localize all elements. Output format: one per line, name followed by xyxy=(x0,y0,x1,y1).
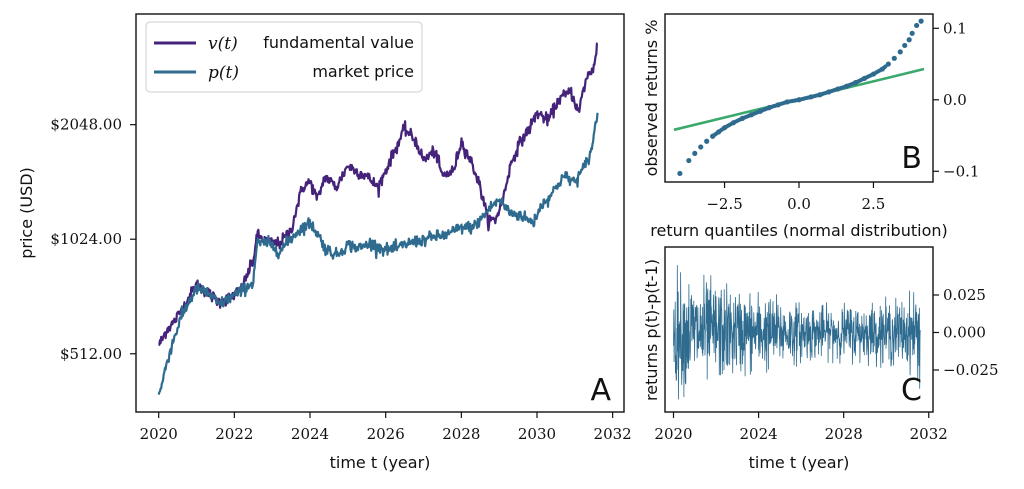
panel-c-x-tick-label: 2024 xyxy=(739,425,777,443)
panel-b-point xyxy=(906,37,912,43)
panel-b-y-tick-label: 0.1 xyxy=(943,19,967,37)
panel-a-x-label: time t (year) xyxy=(330,453,431,472)
panel-b-point xyxy=(844,83,850,89)
panel-a-series-group xyxy=(157,42,599,395)
panel-b-point xyxy=(704,138,710,144)
panel-a-x-tick-label: 2030 xyxy=(518,425,556,443)
panel-a-x-ticks: 2020 2022 2024 2026 2028 2030 2032 xyxy=(140,412,632,443)
panel-a-x-tick-label: 2020 xyxy=(140,425,178,443)
panel-b-point xyxy=(870,71,877,77)
panel-a-x-tick-label: 2028 xyxy=(442,425,480,443)
panel-a-x-tick-label: 2022 xyxy=(215,425,253,443)
panel-c-x-tick-label: 2028 xyxy=(825,425,863,443)
panel-b-point xyxy=(861,75,868,81)
panel-b-point xyxy=(710,133,716,139)
legend-math-v: v(t) xyxy=(208,34,238,54)
panel-c-x-ticks: 2020 2024 2028 2032 xyxy=(654,412,948,443)
panel-b-point xyxy=(739,115,746,121)
panel-b-point xyxy=(721,125,728,131)
panel-a-frame xyxy=(135,13,625,413)
panel-b-x-label: return quantiles (normal distribution) xyxy=(650,221,948,240)
panel-b-point xyxy=(757,108,763,114)
panel-b-x-tick-label: −2.5 xyxy=(706,195,742,213)
panel-c-x-tick-label: 2032 xyxy=(910,425,948,443)
panel-c-letter: C xyxy=(901,373,922,408)
panel-b-x-ticks: −2.5 0.0 2.5 xyxy=(706,182,885,213)
panel-c-frame xyxy=(664,246,934,413)
panel-b-point xyxy=(796,97,802,103)
panel-b-point xyxy=(909,30,915,36)
panel-b-y-tick-label: −0.1 xyxy=(943,162,979,180)
panel-b-point xyxy=(748,112,754,118)
legend: v(t) fundamental value p(t) market price xyxy=(145,21,423,93)
panel-c-returns-line xyxy=(673,265,921,400)
panel-b-point xyxy=(716,129,722,135)
panel-a-y-ticks: $512.00 $1024.00 $2048.00 xyxy=(50,116,136,363)
panel-b-point xyxy=(879,66,885,72)
panel-b-point xyxy=(784,99,790,105)
panel-c-y-ticks: −0.025 0.000 0.025 xyxy=(933,286,999,379)
panel-a-y-tick-label: $2048.00 xyxy=(50,116,122,134)
legend-label-fundamental: fundamental value xyxy=(263,33,414,52)
panel-b-letter: B xyxy=(901,141,922,176)
panel-a-y-tick-label: $1024.00 xyxy=(50,230,122,248)
panel-b-point xyxy=(808,94,814,100)
panel-c: 2020 2024 2028 2032 −0.025 0.000 0.025 time t… xyxy=(642,246,999,472)
panel-b-point xyxy=(891,55,897,61)
panel-b-point xyxy=(692,150,698,157)
panel-b-point xyxy=(677,170,683,177)
panel-b-point xyxy=(766,105,772,111)
panel-b-point xyxy=(835,86,841,92)
panel-a-y-label: price (USD) xyxy=(17,167,36,259)
panel-c-y-label: returns p(t)-p(t-1) xyxy=(642,259,661,401)
panel-b-point xyxy=(775,102,781,108)
panel-b-x-tick-label: 0.0 xyxy=(787,195,811,213)
panel-a-x-tick-label: 2032 xyxy=(594,425,632,443)
panel-b-point xyxy=(698,144,704,150)
panel-b-points-group xyxy=(677,18,924,177)
panel-b-point xyxy=(918,18,924,24)
panel-a-letter: A xyxy=(590,373,611,408)
legend-box xyxy=(145,21,423,93)
panel-b-point xyxy=(902,42,908,49)
panel-a-y-tick-label: $512.00 xyxy=(60,345,122,363)
panel-c-x-tick-label: 2020 xyxy=(654,425,692,443)
panel-c-series-group xyxy=(673,265,921,400)
panel-b: −2.5 0.0 2.5 −0.1 0.0 0.1 return quantiles (… xyxy=(642,13,979,240)
legend-label-market: market price xyxy=(312,62,414,81)
panel-b-point xyxy=(826,89,832,95)
panel-b-y-label: observed returns % xyxy=(642,20,661,177)
panel-b-y-ticks: −0.1 0.0 0.1 xyxy=(933,19,979,180)
panel-b-x-tick-label: 2.5 xyxy=(862,195,886,213)
panel-c-y-tick-label: 0.000 xyxy=(943,324,986,342)
panel-b-y-tick-label: 0.0 xyxy=(943,91,967,109)
panel-b-point xyxy=(686,157,692,164)
panel-c-y-tick-label: 0.025 xyxy=(943,286,986,304)
panel-b-point xyxy=(914,22,920,29)
panel-b-point xyxy=(817,92,823,98)
panel-b-point xyxy=(730,120,737,126)
panel-b-point xyxy=(885,61,891,67)
panel-a: 2020 2022 2024 2026 2028 2030 2032 $512.00 $102… xyxy=(17,13,632,472)
panel-a-x-tick-label: 2024 xyxy=(291,425,329,443)
panel-a-x-tick-label: 2026 xyxy=(367,425,405,443)
legend-math-p: p(t) xyxy=(208,63,239,83)
panel-c-x-label: time t (year) xyxy=(749,453,850,472)
series-line-market-price xyxy=(157,112,599,395)
panel-c-y-tick-label: −0.025 xyxy=(943,361,999,379)
panel-b-point xyxy=(852,80,859,86)
panel-b-point xyxy=(897,49,903,55)
